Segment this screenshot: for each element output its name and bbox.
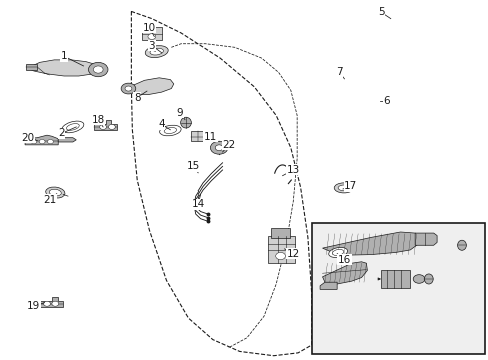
Circle shape (52, 301, 59, 306)
Circle shape (275, 252, 285, 260)
Text: 16: 16 (337, 255, 350, 265)
Ellipse shape (145, 46, 168, 58)
Ellipse shape (45, 187, 65, 198)
Circle shape (148, 34, 156, 40)
Ellipse shape (337, 185, 349, 191)
Circle shape (39, 139, 45, 144)
Polygon shape (414, 233, 436, 245)
Text: 21: 21 (43, 195, 56, 205)
Bar (311, 223, 484, 354)
Circle shape (121, 83, 136, 94)
Polygon shape (94, 120, 117, 130)
Polygon shape (126, 78, 173, 95)
Circle shape (210, 141, 227, 154)
Circle shape (88, 62, 108, 77)
Text: 1: 1 (61, 51, 67, 61)
Text: 18: 18 (91, 115, 104, 125)
Circle shape (412, 275, 424, 283)
Polygon shape (320, 282, 336, 289)
Text: 22: 22 (222, 140, 235, 150)
Text: 5: 5 (377, 7, 384, 17)
Ellipse shape (66, 123, 79, 130)
Ellipse shape (49, 189, 61, 196)
Text: 7: 7 (336, 67, 342, 77)
Text: 11: 11 (203, 132, 217, 142)
Circle shape (125, 86, 132, 91)
Polygon shape (322, 262, 366, 284)
Bar (190, 131, 214, 141)
Text: 8: 8 (134, 93, 140, 103)
Ellipse shape (164, 127, 176, 134)
Text: 6: 6 (383, 96, 389, 106)
Bar (26, 64, 37, 69)
Text: 17: 17 (344, 181, 357, 192)
Circle shape (215, 145, 223, 150)
Text: 14: 14 (191, 199, 204, 210)
Ellipse shape (332, 249, 343, 256)
Circle shape (43, 301, 50, 306)
Ellipse shape (457, 240, 466, 250)
Bar (271, 228, 289, 238)
Polygon shape (27, 60, 101, 76)
Text: 20: 20 (21, 133, 34, 143)
Bar (267, 236, 294, 263)
Text: 4: 4 (158, 120, 164, 129)
Text: 3: 3 (148, 41, 155, 50)
Text: 12: 12 (286, 248, 299, 258)
Text: 19: 19 (27, 301, 41, 311)
Bar (142, 27, 161, 40)
Ellipse shape (180, 117, 191, 128)
Polygon shape (25, 135, 58, 145)
Text: 2: 2 (58, 129, 65, 138)
Text: 13: 13 (286, 165, 299, 175)
Text: 9: 9 (177, 108, 183, 118)
Ellipse shape (159, 125, 181, 136)
Text: 10: 10 (142, 23, 156, 33)
Ellipse shape (328, 247, 347, 257)
Text: 15: 15 (186, 161, 200, 171)
Polygon shape (58, 138, 76, 142)
Circle shape (100, 125, 106, 130)
Ellipse shape (333, 183, 353, 193)
Polygon shape (39, 297, 63, 307)
Circle shape (93, 66, 103, 73)
Bar (380, 270, 409, 288)
Ellipse shape (424, 274, 432, 284)
Circle shape (47, 139, 53, 144)
Circle shape (108, 125, 115, 130)
Ellipse shape (62, 121, 83, 133)
Ellipse shape (150, 48, 163, 55)
Polygon shape (322, 232, 419, 255)
Circle shape (31, 139, 37, 144)
